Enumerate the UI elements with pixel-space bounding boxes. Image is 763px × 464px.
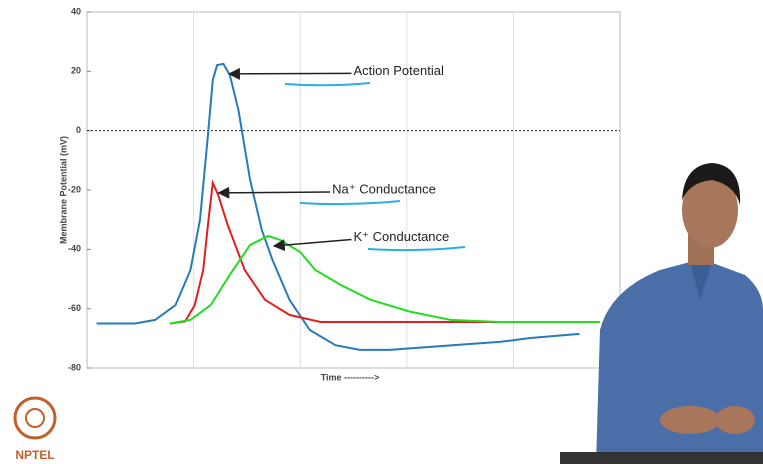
annotation-label: Na⁺ Conductance [332, 181, 436, 196]
y-tick-label: 0 [76, 125, 81, 135]
y-tick-label: -40 [68, 244, 81, 254]
y-tick-label: -20 [68, 184, 81, 194]
page: {"chart_data": {"type": "line", "y_label… [0, 0, 763, 464]
y-tick-label: 20 [71, 66, 81, 76]
y-tick-label: -60 [68, 303, 81, 313]
y-axis-label: Membrane Potential (mV) [58, 136, 68, 244]
y-tick-label: -80 [68, 362, 81, 372]
chart: Membrane Potential (mV) Time ---------->… [0, 0, 763, 464]
annotation-label: Action Potential [354, 63, 444, 78]
annotation-label: K⁺ Conductance [354, 229, 450, 244]
y-tick-label: 40 [71, 6, 81, 16]
annotation-arrow [229, 73, 351, 74]
x-axis-label: Time ----------> [321, 372, 380, 382]
logo-text: NPTEL [15, 448, 54, 462]
logo: NPTEL [15, 398, 55, 462]
annotation-arrow [219, 192, 330, 193]
